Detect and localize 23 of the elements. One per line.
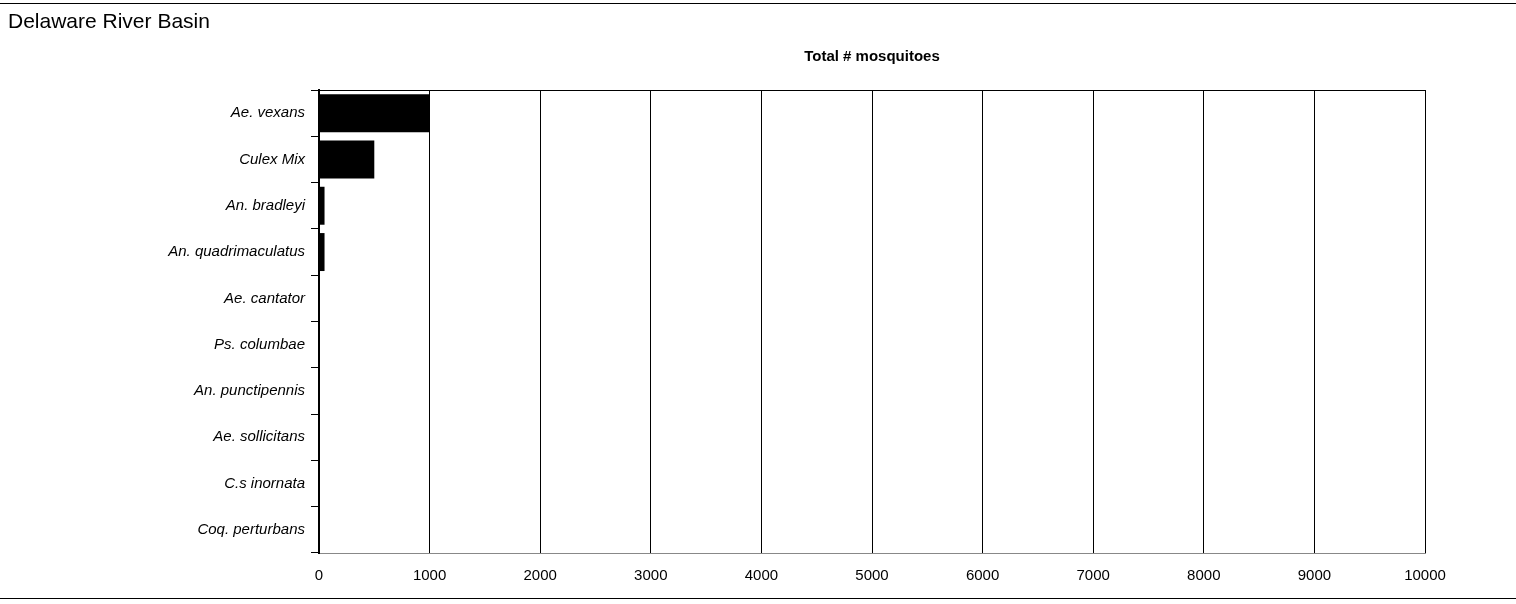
- x-axis-title: Total # mosquitoes: [804, 47, 940, 65]
- x-tick-label: 4000: [744, 566, 779, 584]
- y-tick-label: An. bradleyi: [224, 195, 306, 213]
- x-tick-label: 7000: [1076, 566, 1110, 584]
- x-tick-label: 5000: [855, 566, 889, 584]
- y-tick-label: Coq. perturbans: [197, 520, 306, 538]
- y-tick-label: Ae. vexans: [229, 103, 306, 121]
- y-tick-label: Culex Mix: [239, 149, 306, 167]
- text: Delaware River Basin: [8, 9, 210, 33]
- y-tick-label: Ae. sollicitans: [212, 427, 306, 445]
- x-tick-label: 8000: [1187, 566, 1221, 584]
- x-tick-label: 3000: [634, 566, 668, 584]
- x-tick-label: 2000: [523, 566, 557, 584]
- x-tick-label: 1000: [412, 566, 447, 584]
- x-tick-label: 9000: [1297, 566, 1332, 584]
- y-tick-label: Ps. columbae: [214, 334, 305, 352]
- x-tick-label: 6000: [965, 566, 1000, 584]
- y-tick-label: An. quadrimaculatus: [167, 242, 306, 260]
- x-tick-label: 10000: [1404, 566, 1446, 584]
- x-tick-label: 0: [314, 566, 324, 584]
- y-tick-label: C.s inornata: [224, 473, 305, 491]
- y-tick-label: An. punctipennis: [193, 381, 306, 399]
- y-tick-label: Ae. cantator: [223, 288, 306, 306]
